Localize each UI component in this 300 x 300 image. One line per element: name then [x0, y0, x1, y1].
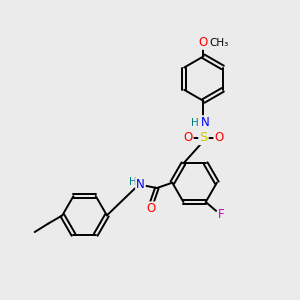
Text: N: N [201, 116, 209, 129]
Text: H: H [191, 118, 199, 128]
Text: O: O [214, 131, 224, 144]
Text: O: O [183, 131, 193, 144]
Text: N: N [136, 178, 145, 191]
Text: O: O [199, 36, 208, 49]
Text: S: S [199, 131, 208, 144]
Text: F: F [218, 208, 225, 221]
Text: CH₃: CH₃ [209, 38, 229, 48]
Text: O: O [147, 202, 156, 215]
Text: H: H [129, 176, 137, 187]
